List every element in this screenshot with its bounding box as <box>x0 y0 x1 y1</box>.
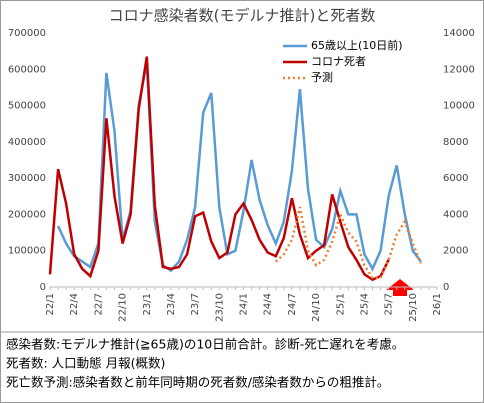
x-tick-label: 22/7 <box>93 293 104 315</box>
legend-label: 65歳以上(10日前) <box>311 38 403 52</box>
y2-tick-label: 0 <box>443 282 449 293</box>
note: 感染者数:モデルナ推計(≧65歳)の10日前合計。診断-死亡遅れを考慮。 <box>6 337 404 352</box>
y2-tick-label: 6000 <box>443 173 468 184</box>
x-tick-label: 25/4 <box>359 293 370 315</box>
y-tick-label: 400000 <box>8 137 46 148</box>
x-tick-label: 23/4 <box>166 293 177 315</box>
y-tick-label: 600000 <box>8 64 46 75</box>
x-tick-label: 22/10 <box>118 293 129 322</box>
y2-tick-label: 14000 <box>443 28 475 39</box>
legend-label: 予測 <box>311 70 333 84</box>
x-tick-label: 24/1 <box>239 293 250 315</box>
x-tick-label: 22/1 <box>45 293 56 315</box>
series-line <box>274 206 423 280</box>
chart-title: コロナ感染者数(モデルナ推計)と死者数 <box>109 7 376 25</box>
y-tick-label: 200000 <box>8 209 46 220</box>
series-line <box>48 56 390 282</box>
y2-tick-label: 8000 <box>443 137 468 148</box>
x-tick-label: 24/10 <box>311 293 322 322</box>
y2-tick-label: 10000 <box>443 101 475 112</box>
note: 死亡数予測:感染者数と前年同時期の死者数/感染者数からの粗推計。 <box>6 375 389 390</box>
x-tick-label: 26/1 <box>432 293 443 315</box>
y2-tick-label: 4000 <box>443 209 468 220</box>
x-tick-label: 23/1 <box>142 293 153 315</box>
y-tick-label: 100000 <box>8 246 46 257</box>
y2-tick-label: 12000 <box>443 64 475 75</box>
x-tick-label: 24/7 <box>287 293 298 315</box>
y2-tick-label: 2000 <box>443 246 468 257</box>
y-tick-label: 500000 <box>8 101 46 112</box>
note: 死者数: 人口動態 月報(概数) <box>6 356 165 371</box>
x-tick-label: 23/10 <box>214 293 225 322</box>
legend-label: コロナ死者 <box>311 55 366 68</box>
y-tick-label: 300000 <box>8 173 46 184</box>
x-tick-label: 23/7 <box>190 293 201 315</box>
series-line <box>56 61 422 273</box>
x-tick-label: 25/1 <box>335 293 346 315</box>
x-tick-label: 24/4 <box>263 293 274 315</box>
x-tick-label: 22/4 <box>69 293 80 315</box>
y-tick-label: 700000 <box>8 28 46 39</box>
y-tick-label: 0 <box>40 282 46 293</box>
x-tick-label: 25/10 <box>408 293 419 322</box>
x-tick-label: 25/7 <box>384 293 395 315</box>
